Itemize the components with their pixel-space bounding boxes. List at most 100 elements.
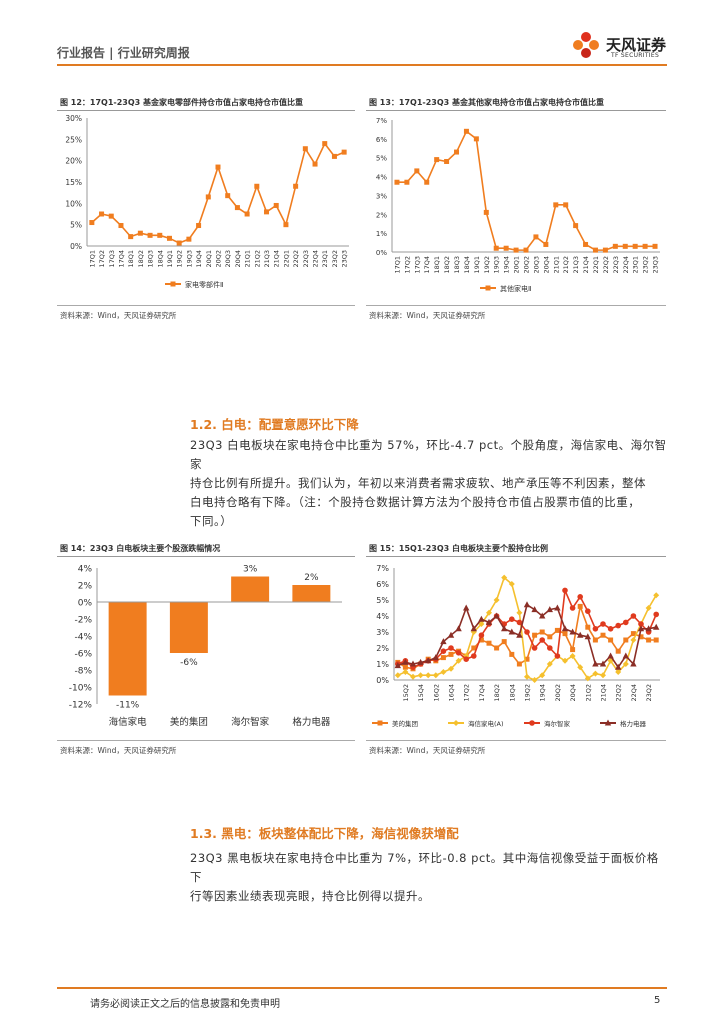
logo [568,28,668,62]
data-point [524,629,530,635]
data-point [563,202,569,208]
x-tick-label: 23Q3 [341,250,349,268]
data-point [622,652,629,659]
y-tick-label: 1% [376,230,387,238]
data-point [322,141,328,147]
x-tick-label: 20Q1 [205,250,213,268]
data-point [463,128,469,134]
x-tick-label: 17Q1 [88,250,96,268]
data-point [447,631,455,638]
data-point [622,661,629,667]
data-point [600,632,606,638]
data-point [653,623,660,630]
data-point [448,665,454,672]
legend-label: 海尔智家 [544,719,571,728]
data-point [244,211,250,217]
x-tick-label: 23Q2 [642,256,650,274]
x-tick-label: 17Q2 [463,684,471,702]
y-tick-label: 20% [65,157,82,166]
data-point [592,637,598,643]
y-tick-label: -10% [69,684,93,694]
logo-subtext: TF SECURITIES [611,52,660,59]
data-point [516,619,523,626]
data-point [562,631,568,637]
data-point [561,625,569,632]
data-point [425,657,432,664]
data-point [494,645,500,651]
data-point [546,606,553,613]
data-point [99,211,105,217]
data-point [653,611,659,618]
data-point [448,651,454,657]
data-point [531,606,538,613]
x-tick-label: 23Q2 [645,684,653,702]
y-tick-label: 10% [65,199,82,208]
x-tick-label: 21Q3 [572,256,580,274]
y-tick-label: 4% [78,565,93,575]
bar-value-label: -11% [116,701,140,711]
x-tick-label: 17Q2 [98,250,106,268]
x-tick-label: 20Q4 [234,250,242,268]
y-tick-label: 4% [376,174,387,182]
data-point [444,158,450,164]
x-tick-label: 17Q2 [403,256,411,274]
data-point [630,660,637,667]
x-tick-label: 20Q3 [532,256,540,274]
y-tick-label: 3% [376,192,387,200]
x-tick-label: 17Q4 [117,250,125,268]
y-tick-label: 15% [65,178,82,187]
data-point [404,179,410,185]
data-point [486,640,492,646]
x-tick-label: 23Q1 [321,250,329,268]
data-point [485,618,493,625]
data-point [508,581,515,587]
data-point [554,604,561,611]
x-tick-label: 22Q2 [602,256,610,274]
data-point [410,673,416,680]
series-line [396,130,656,251]
x-tick-label: 20Q2 [215,250,223,268]
x-tick-label: 15Q4 [417,684,425,702]
fig13-title: 图 13：17Q1-23Q3 基金其他家电持仓市值占家电持仓市值比重 [369,98,605,107]
x-tick-label: 19Q3 [185,250,193,268]
x-tick-label: 18Q4 [463,256,471,274]
data-point [234,205,240,211]
x-tick-label: 20Q2 [523,256,531,274]
fig14-top-rule [57,556,355,557]
data-point [503,245,509,251]
y-tick-label: 2% [78,582,93,592]
fig15-source-rule [366,740,666,741]
data-point [341,149,347,155]
fig15-source: 资料来源：Wind，天风证券研究所 [369,746,486,755]
x-tick-label: 21Q4 [582,256,590,274]
data-point [562,657,568,664]
data-point [166,235,172,241]
data-point [600,672,606,679]
data-point [424,179,430,185]
data-point [463,604,470,611]
data-point [584,675,591,682]
x-category-label: 海尔智家 [231,716,270,728]
fig13-source-rule [366,305,666,306]
data-point [553,202,559,208]
x-tick-label: 17Q3 [413,256,421,274]
x-tick-label: 21Q1 [244,250,252,268]
x-category-label: 美的集团 [170,716,208,728]
data-point [394,662,401,669]
data-point [615,622,621,629]
data-point [642,243,648,249]
data-point [592,670,599,677]
legend-marker [485,285,491,291]
tf-logo-icon [573,32,599,58]
report-header-title: 行业报告 | 行业研究周报 [57,46,190,60]
data-point [513,247,519,253]
x-tick-label: 16Q2 [432,684,440,702]
data-point [523,247,529,253]
x-tick-label: 18Q1 [433,256,441,274]
data-point [546,661,553,667]
y-tick-label: -8% [74,667,92,677]
data-point [440,638,447,645]
y-tick-label: -12% [69,701,93,711]
x-tick-label: 21Q4 [600,684,608,702]
data-point [394,672,401,679]
